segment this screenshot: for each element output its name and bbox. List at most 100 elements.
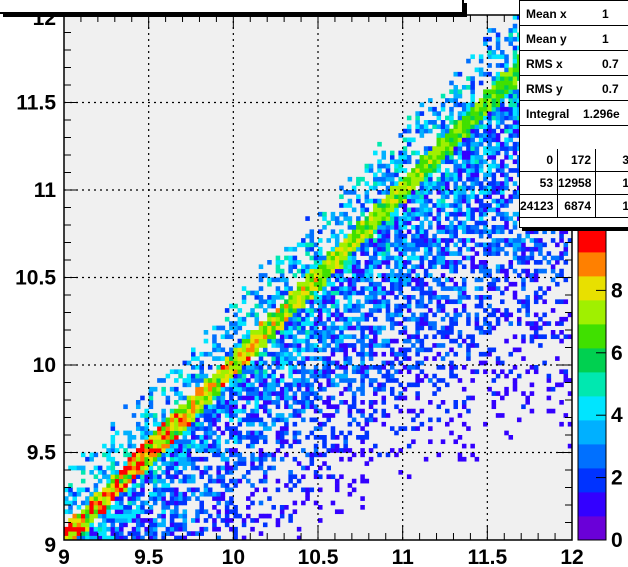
histogram-cell [360, 391, 365, 396]
x-tick-label: 9.5 [134, 546, 164, 567]
histogram-cell [237, 391, 243, 396]
histogram-cell [461, 190, 467, 195]
histogram-cell [318, 474, 323, 480]
histogram-cell [339, 378, 344, 383]
histogram-cell [241, 369, 247, 375]
histogram-cell [271, 386, 276, 392]
histogram-cell [174, 474, 179, 480]
histogram-cell [127, 435, 133, 440]
histogram-cell [212, 430, 217, 436]
histogram-cell [538, 343, 543, 348]
histogram-cell [419, 211, 425, 217]
histogram-cell [178, 439, 183, 445]
histogram-cell [491, 50, 497, 55]
histogram-cell [487, 137, 492, 143]
histogram-cell [436, 260, 442, 265]
histogram-cell [381, 277, 387, 283]
histogram-cell [415, 286, 420, 291]
histogram-cell [254, 430, 260, 436]
histogram-cell [220, 496, 226, 501]
histogram-cell [356, 233, 361, 239]
histogram-cell [504, 106, 509, 112]
histogram-cell [292, 408, 298, 414]
histogram-cell [305, 216, 310, 221]
histogram-cell [406, 141, 412, 147]
histogram-cell [80, 518, 86, 523]
histogram-cell [432, 155, 437, 160]
histogram-cell [334, 251, 340, 256]
histogram-cell [258, 365, 264, 370]
histogram-cell [220, 452, 226, 458]
histogram-cell [309, 281, 315, 287]
histogram-cell [394, 321, 399, 326]
histogram-cell [436, 225, 442, 230]
histogram-cell [423, 128, 429, 134]
histogram-cell [233, 430, 238, 436]
histogram-cell [224, 505, 230, 510]
histogram-cell [144, 500, 149, 506]
histogram-cell [504, 141, 509, 147]
histogram-cell [165, 487, 171, 493]
histogram-cell [525, 295, 530, 300]
histogram-cell [318, 373, 323, 379]
histogram-cell [296, 286, 302, 291]
histogram-cell [389, 185, 395, 191]
histogram-cell [284, 426, 289, 431]
histogram-cell [453, 137, 458, 143]
histogram-cell [284, 277, 289, 283]
histogram-cell [284, 347, 289, 353]
histogram-cell [262, 456, 268, 462]
histogram-cell [385, 277, 391, 283]
histogram-cell [512, 141, 518, 147]
histogram-cell [161, 452, 166, 458]
histogram-cell [305, 295, 310, 300]
histogram-cell [385, 220, 391, 226]
histogram-cell [470, 443, 475, 449]
histogram-cell [449, 229, 454, 235]
histogram-cell [533, 321, 539, 326]
histogram-cell [500, 211, 505, 217]
histogram-cell [246, 338, 251, 344]
histogram-cell [191, 400, 196, 405]
histogram-cell [195, 513, 200, 519]
histogram-cell [152, 421, 158, 427]
histogram-cell [500, 102, 505, 108]
histogram-cell [89, 491, 94, 497]
histogram-cell [347, 281, 353, 287]
histogram-cell [343, 255, 348, 261]
histogram-cell [339, 316, 344, 322]
histogram-cell [504, 238, 509, 243]
histogram-cell [279, 312, 285, 318]
histogram-cell [356, 268, 361, 274]
histogram-cell [381, 242, 387, 248]
histogram-cell [191, 456, 196, 462]
histogram-cell [182, 500, 188, 506]
histogram-cell [322, 303, 327, 309]
histogram-cell [334, 277, 340, 283]
histogram-cell [106, 452, 111, 458]
y-tick-label: 9 [44, 534, 56, 557]
histogram-cell [85, 518, 90, 523]
histogram-cell [478, 58, 484, 64]
histogram-cell [250, 391, 255, 396]
histogram-cell [267, 395, 272, 401]
histogram-cell [389, 325, 395, 331]
histogram-cell [453, 404, 458, 410]
histogram-cell [135, 535, 141, 541]
histogram-cell [85, 509, 90, 515]
histogram-cell [313, 452, 319, 458]
histogram-cell [334, 308, 340, 313]
histogram-cell [470, 115, 475, 121]
histogram-cell [398, 286, 403, 291]
histogram-cell [356, 369, 361, 375]
histogram-cell [436, 281, 442, 287]
histogram-cell [457, 413, 463, 418]
histogram-cell [491, 54, 497, 60]
histogram-cell [398, 290, 403, 296]
histogram-cell [394, 277, 399, 283]
histogram-cell [267, 452, 272, 458]
histogram-cell [512, 382, 518, 388]
histogram-cell [169, 491, 175, 497]
histogram-cell [487, 111, 492, 116]
